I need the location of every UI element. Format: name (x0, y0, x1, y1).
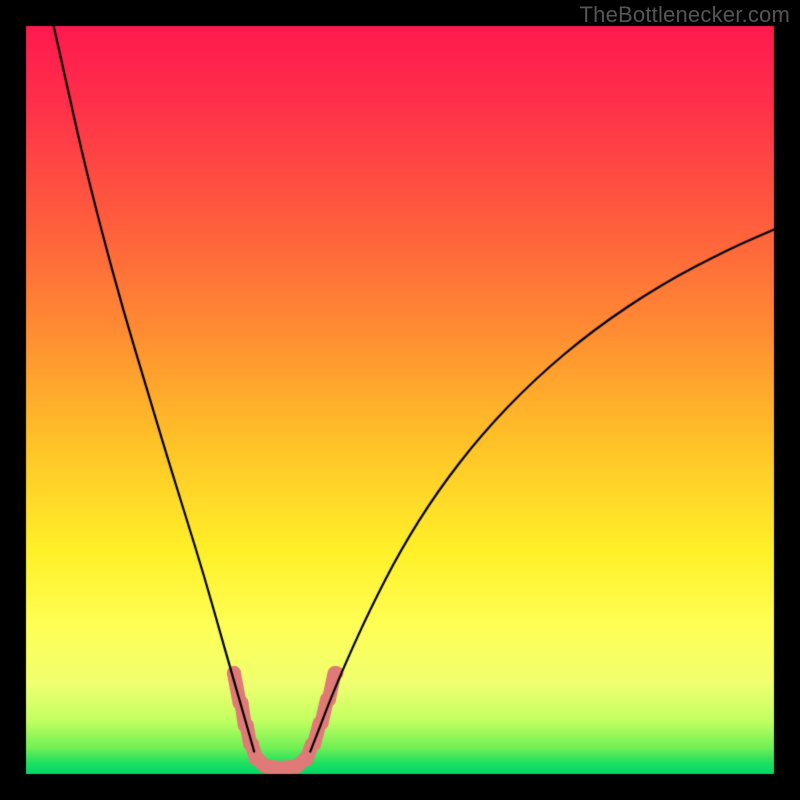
bottleneck-chart-canvas (0, 0, 800, 800)
chart-stage: TheBottlenecker.com (0, 0, 800, 800)
watermark-text: TheBottlenecker.com (580, 2, 790, 28)
